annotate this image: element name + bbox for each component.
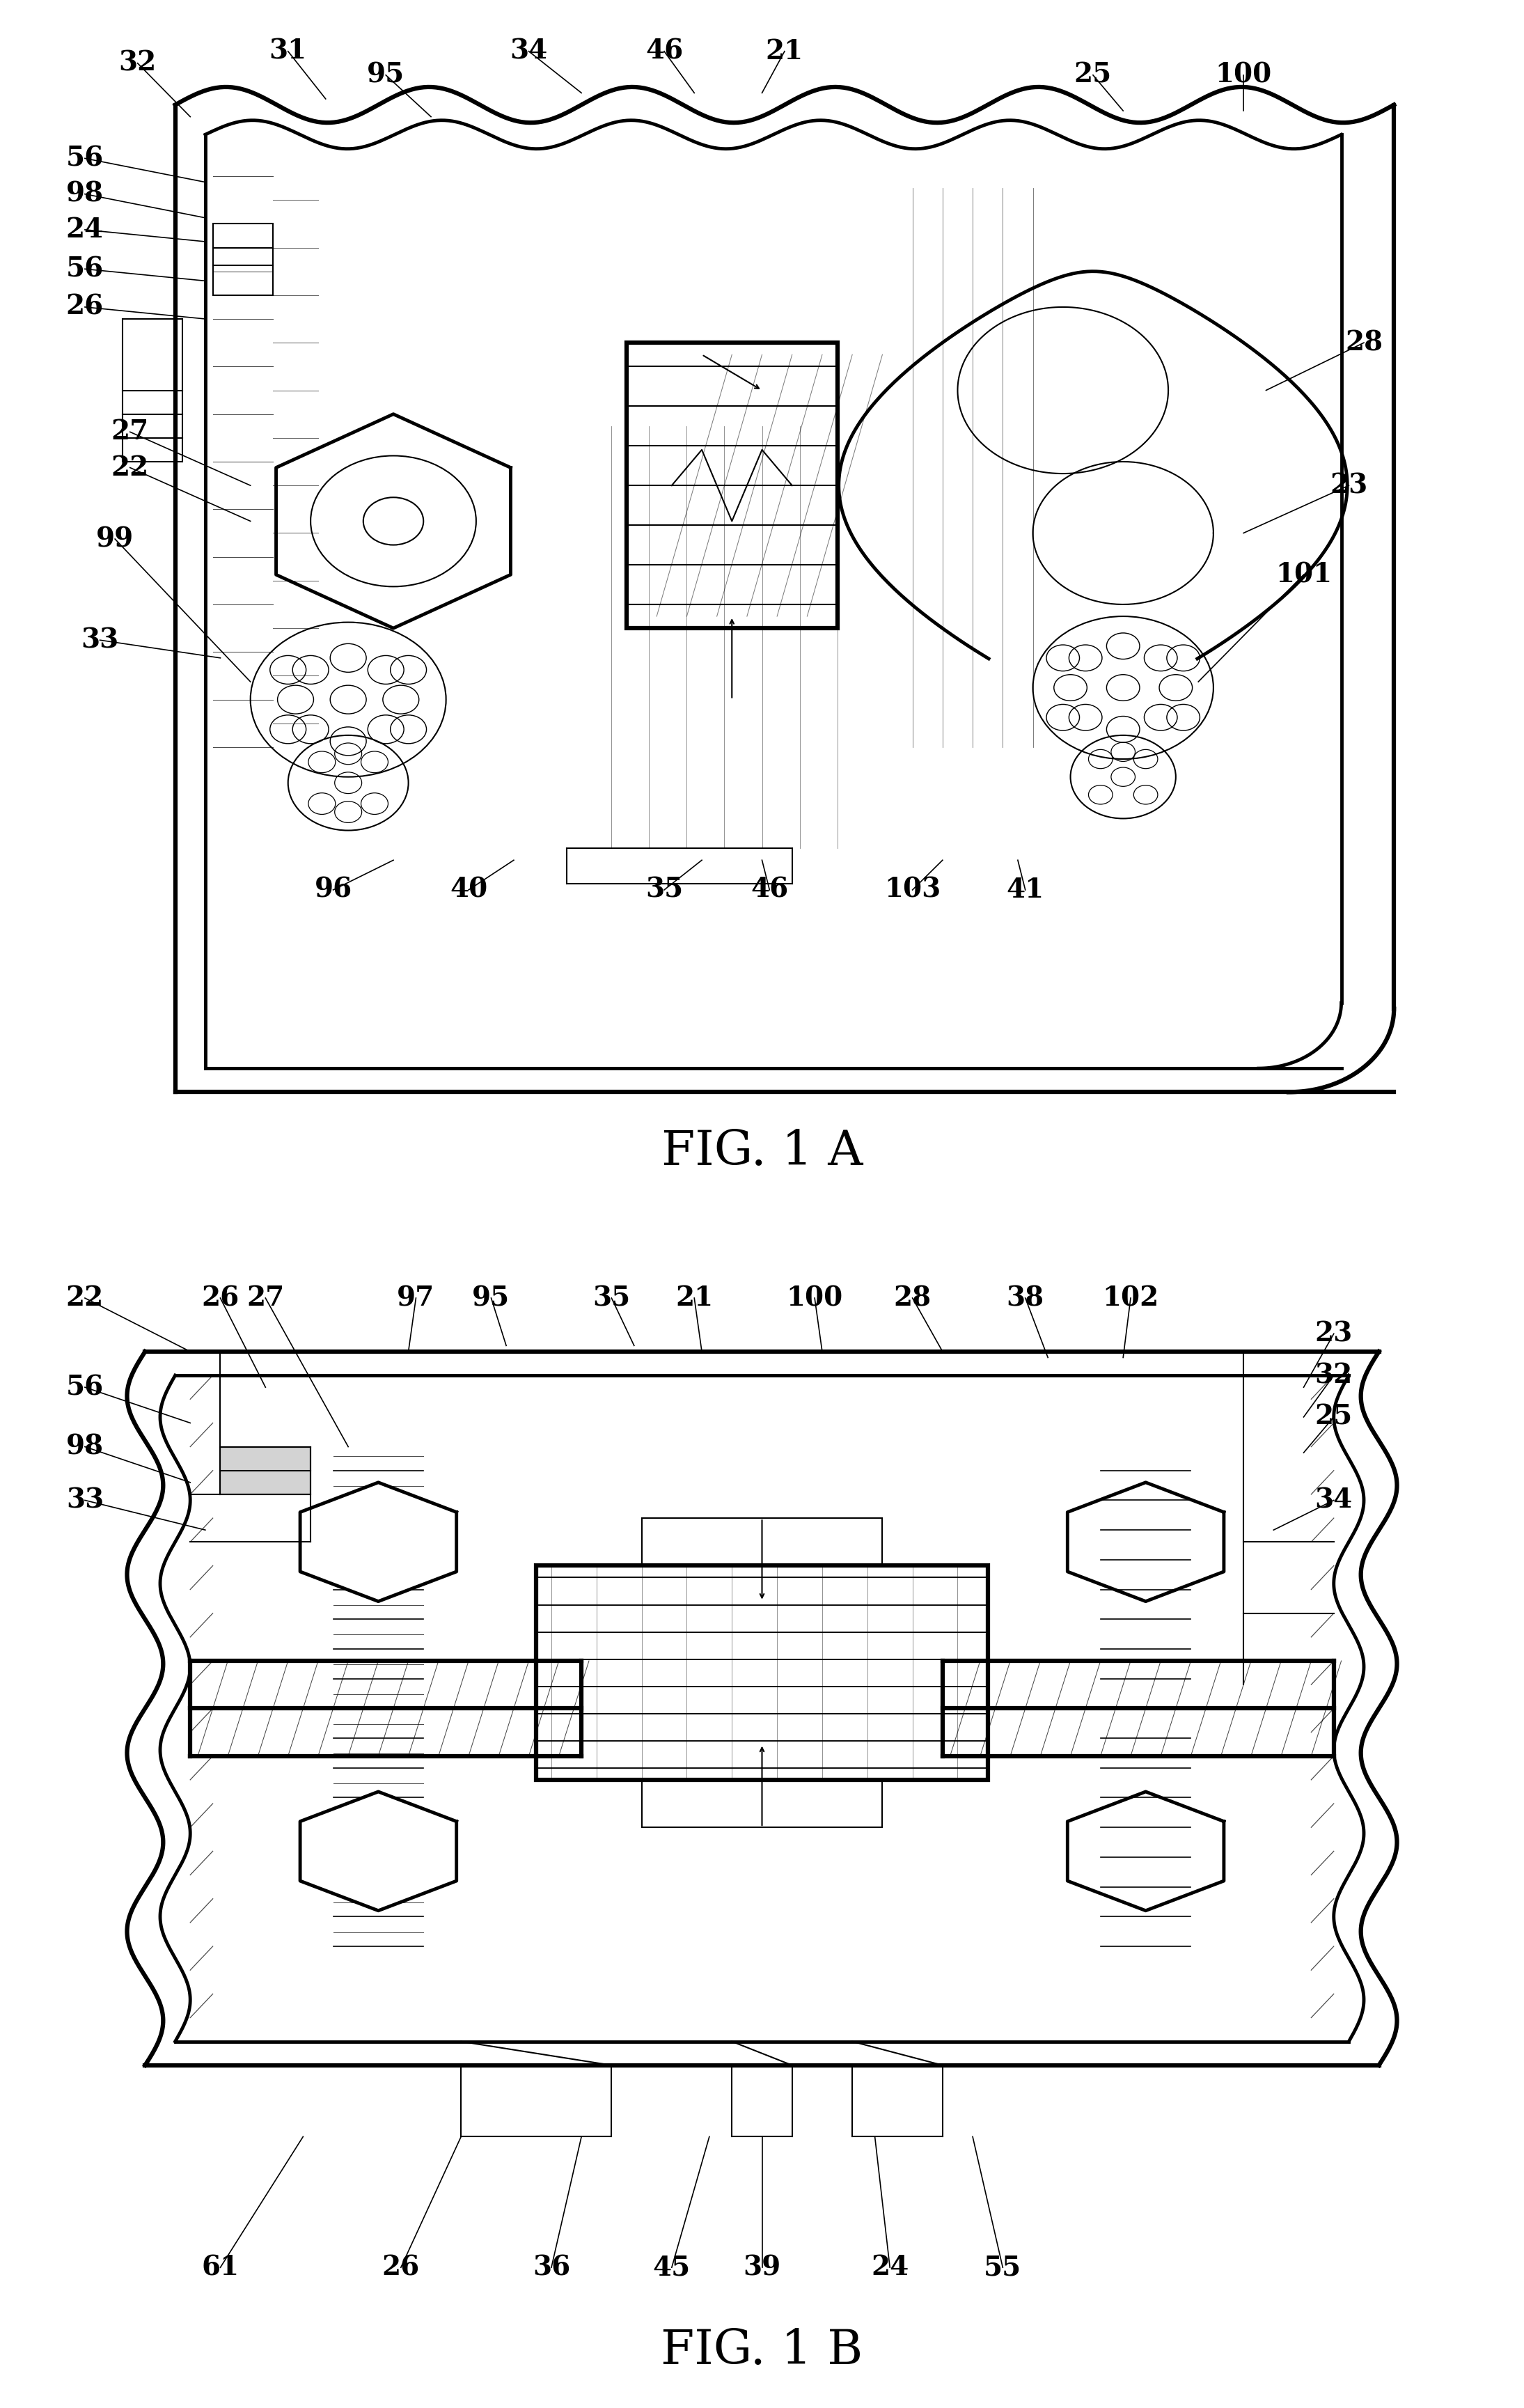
Text: 27: 27 [111, 419, 149, 445]
Bar [221, 1447, 311, 1495]
Bar [626, 342, 837, 628]
Text: 103: 103 [884, 877, 940, 903]
Bar [122, 318, 183, 462]
Text: 22: 22 [111, 455, 149, 482]
Text: 25: 25 [1074, 63, 1113, 89]
Text: 21: 21 [765, 39, 803, 65]
Text: 97: 97 [398, 1286, 434, 1312]
Text: 34: 34 [1315, 1488, 1353, 1515]
Text: 23: 23 [1330, 472, 1367, 498]
Text: 102: 102 [1102, 1286, 1158, 1312]
Text: 46: 46 [645, 39, 683, 65]
Text: 100: 100 [1215, 63, 1271, 89]
Polygon shape [1067, 1483, 1224, 1601]
Text: 56: 56 [66, 1375, 104, 1401]
Text: FIG. 1 A: FIG. 1 A [661, 1129, 863, 1175]
Text: 101: 101 [1276, 561, 1332, 588]
Text: 31: 31 [270, 39, 306, 65]
Text: 35: 35 [593, 1286, 631, 1312]
Text: 33: 33 [81, 626, 119, 653]
Text: 21: 21 [675, 1286, 713, 1312]
Text: 56: 56 [66, 255, 104, 282]
Text: 26: 26 [383, 2254, 419, 2280]
Text: 32: 32 [1315, 1363, 1353, 1389]
Text: 28: 28 [1346, 330, 1382, 356]
Text: 22: 22 [66, 1286, 104, 1312]
Text: 96: 96 [314, 877, 352, 903]
Bar [536, 1565, 988, 1780]
Text: 98: 98 [66, 181, 104, 207]
Text: 41: 41 [1006, 877, 1044, 903]
Bar [642, 1517, 882, 1565]
Text: 32: 32 [119, 51, 157, 77]
Text: 36: 36 [532, 2254, 570, 2280]
Polygon shape [1067, 1792, 1224, 1910]
Text: 99: 99 [96, 525, 134, 551]
Text: 95: 95 [472, 1286, 511, 1312]
Text: 27: 27 [247, 1286, 285, 1312]
Bar [642, 1780, 882, 1828]
Text: 46: 46 [751, 877, 788, 903]
Text: 40: 40 [450, 877, 488, 903]
Text: 24: 24 [66, 217, 104, 243]
Bar [213, 224, 273, 296]
Text: 28: 28 [893, 1286, 931, 1312]
Polygon shape [300, 1483, 457, 1601]
Text: 34: 34 [511, 39, 547, 65]
Text: 35: 35 [645, 877, 683, 903]
Text: 33: 33 [66, 1488, 104, 1515]
Text: 38: 38 [1006, 1286, 1044, 1312]
Text: 39: 39 [744, 2254, 780, 2280]
Text: 26: 26 [66, 294, 104, 320]
Text: 24: 24 [872, 2254, 908, 2280]
Text: 100: 100 [786, 1286, 843, 1312]
Text: 95: 95 [367, 63, 405, 89]
Text: 26: 26 [201, 1286, 239, 1312]
Text: 23: 23 [1315, 1320, 1353, 1346]
Text: 55: 55 [985, 2254, 1021, 2280]
Text: FIG. 1 B: FIG. 1 B [661, 2329, 863, 2374]
Text: 56: 56 [66, 144, 104, 171]
Text: 98: 98 [66, 1433, 104, 1459]
Text: 45: 45 [652, 2254, 690, 2280]
Polygon shape [300, 1792, 457, 1910]
Text: 25: 25 [1315, 1404, 1353, 1430]
Text: 61: 61 [201, 2254, 239, 2280]
